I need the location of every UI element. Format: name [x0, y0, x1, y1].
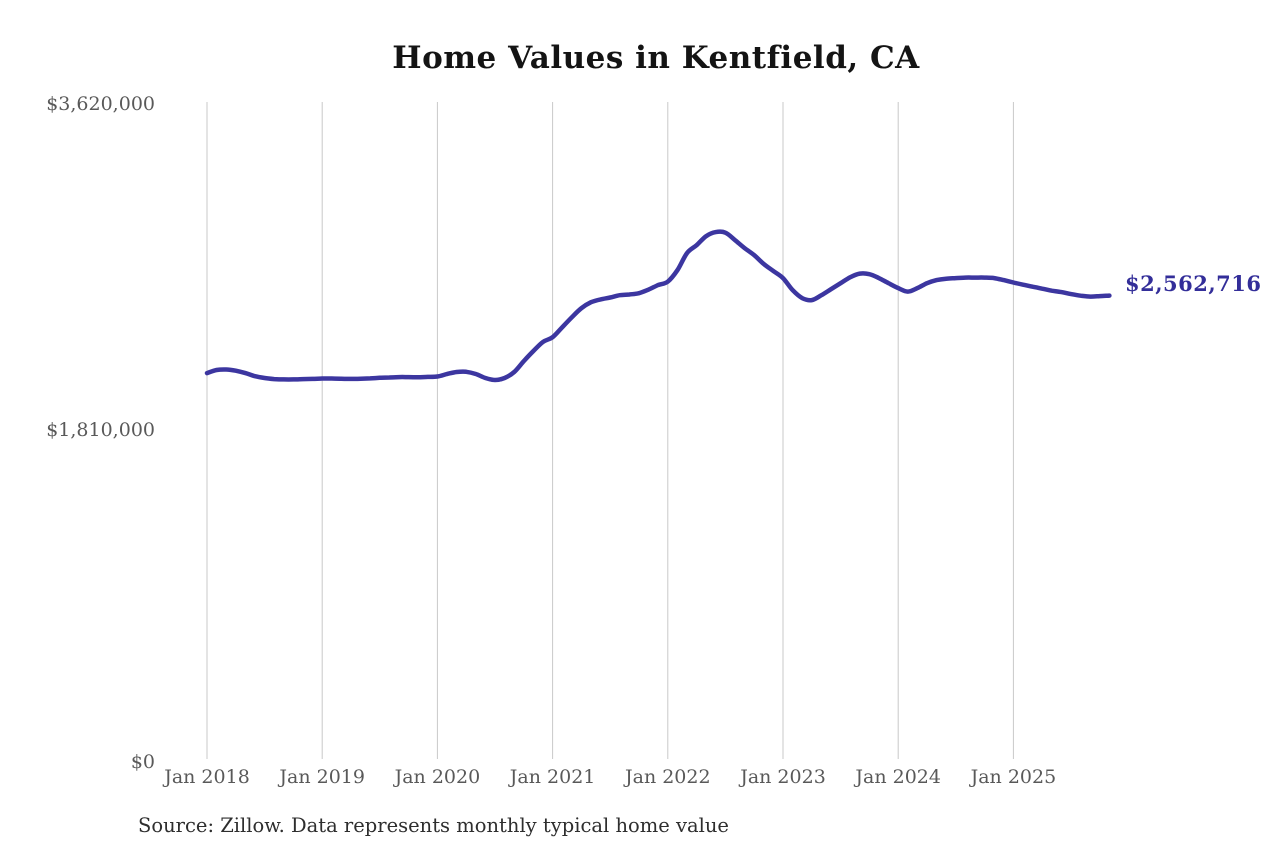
- value-line: [204, 229, 1112, 383]
- x-axis-label: Jan 2021: [509, 766, 596, 788]
- y-axis-label-mid: $1,810,000: [46, 419, 155, 441]
- source-note: Source: Zillow. Data represents monthly …: [138, 814, 729, 837]
- chart-title: Home Values in Kentfield, CA: [392, 40, 920, 76]
- latest-value-label: $2,562,716: [1125, 271, 1262, 296]
- x-axis-label: Jan 2018: [164, 766, 250, 788]
- y-axis-label-max: $3,620,000: [46, 93, 155, 115]
- y-axis-label-zero: $0: [130, 751, 155, 773]
- x-axis-label: Jan 2022: [625, 766, 711, 788]
- x-axis-label: Jan 2023: [740, 766, 826, 788]
- x-axis-label: Jan 2019: [279, 766, 365, 788]
- gridlines: [206, 102, 1014, 759]
- x-axis-label: Jan 2025: [970, 766, 1057, 788]
- x-axis-label: Jan 2024: [855, 766, 941, 788]
- x-axis-label: Jan 2020: [394, 766, 481, 788]
